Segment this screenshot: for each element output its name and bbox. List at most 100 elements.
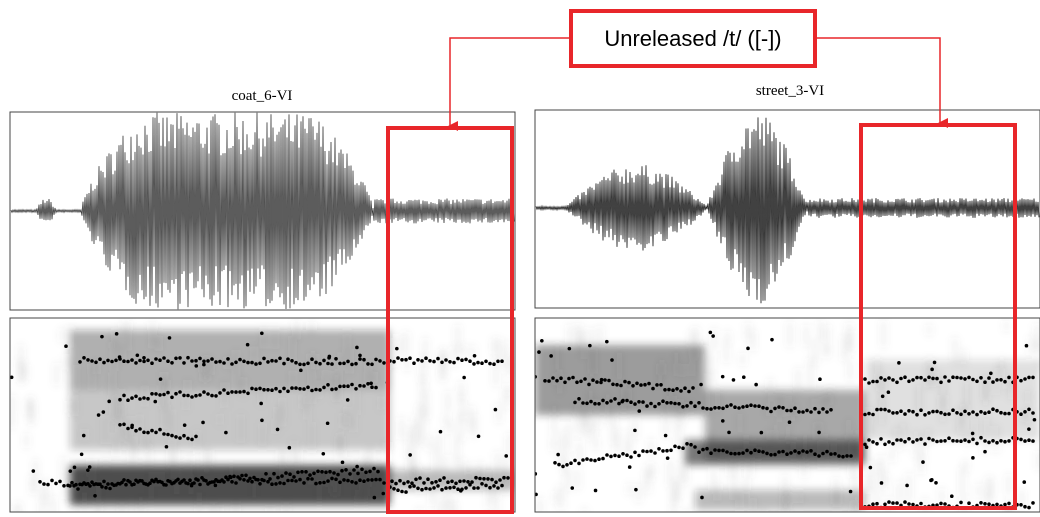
energy-streak bbox=[880, 379, 884, 406]
formant-dot bbox=[404, 357, 408, 362]
formant-dot bbox=[480, 482, 484, 486]
energy-streak bbox=[774, 424, 778, 441]
formant-dot bbox=[754, 382, 758, 387]
formant-dot bbox=[140, 479, 144, 483]
formant-dot bbox=[84, 482, 88, 487]
formant-dot bbox=[298, 387, 302, 391]
formant-dot bbox=[428, 359, 432, 363]
energy-streak bbox=[134, 444, 138, 457]
formant-dot bbox=[1023, 377, 1027, 381]
formant-dot bbox=[414, 477, 418, 482]
formant-dot bbox=[142, 359, 146, 364]
energy-streak bbox=[709, 353, 713, 380]
formant-dot bbox=[302, 387, 306, 391]
formant-dot bbox=[286, 357, 290, 362]
formant-dot bbox=[649, 449, 653, 453]
energy-streak bbox=[649, 438, 653, 455]
energy-streak bbox=[65, 475, 69, 500]
formant-dot bbox=[661, 449, 665, 453]
formant-dot bbox=[995, 502, 999, 507]
formant-dot bbox=[821, 407, 825, 411]
formant-dot bbox=[146, 358, 150, 363]
energy-streak bbox=[761, 507, 765, 512]
energy-streak bbox=[470, 345, 474, 362]
energy-streak bbox=[983, 375, 987, 405]
formant-dot bbox=[713, 406, 717, 410]
formant-dot bbox=[79, 452, 84, 457]
formant-dot bbox=[753, 404, 757, 408]
formant-dot bbox=[991, 407, 995, 412]
formant-dot bbox=[1019, 437, 1023, 442]
spectrogram bbox=[10, 320, 515, 512]
formant-dot bbox=[631, 384, 635, 388]
formant-dot bbox=[595, 380, 599, 384]
formant-dot bbox=[230, 480, 234, 484]
formant-dot bbox=[967, 439, 971, 444]
energy-streak bbox=[897, 481, 901, 504]
energy-streak bbox=[917, 385, 921, 412]
formant-dot bbox=[170, 433, 174, 438]
formant-dot bbox=[535, 472, 538, 476]
formant-dot bbox=[687, 389, 691, 394]
formant-dot bbox=[669, 448, 673, 453]
formant-dot bbox=[70, 480, 74, 485]
energy-streak bbox=[103, 415, 107, 445]
formant-dot bbox=[915, 412, 919, 417]
energy-streak bbox=[825, 325, 829, 353]
formant-dot bbox=[549, 354, 553, 358]
formant-dot bbox=[130, 423, 134, 428]
energy-streak bbox=[928, 358, 932, 388]
formant-dot bbox=[809, 449, 813, 453]
formant-dot bbox=[358, 383, 362, 388]
energy-streak bbox=[18, 359, 22, 383]
formant-dot bbox=[96, 413, 101, 417]
formant-dot bbox=[448, 360, 452, 364]
formant-dot bbox=[699, 382, 703, 387]
formant-dot bbox=[280, 474, 284, 478]
energy-streak bbox=[1020, 489, 1024, 511]
formant-dot bbox=[190, 395, 194, 399]
formant-dot bbox=[999, 439, 1003, 443]
energy-streak bbox=[712, 470, 716, 494]
formant-dot bbox=[170, 395, 174, 400]
formant-dot bbox=[154, 392, 158, 396]
energy-streak bbox=[746, 322, 750, 341]
energy-streak bbox=[418, 403, 422, 414]
formant-dot bbox=[647, 381, 651, 386]
energy-streak bbox=[819, 396, 823, 408]
energy-streak bbox=[559, 485, 563, 509]
formant-dot bbox=[849, 454, 853, 458]
formant-dot bbox=[1007, 411, 1011, 416]
formant-dot bbox=[943, 439, 947, 443]
energy-streak bbox=[890, 448, 894, 463]
energy-streak bbox=[379, 396, 383, 410]
formant-dot bbox=[400, 358, 404, 362]
formant-dot bbox=[887, 409, 891, 413]
formant-dot bbox=[167, 336, 172, 340]
formant-dot bbox=[785, 452, 789, 457]
formant-dot bbox=[156, 479, 160, 484]
formant-dot bbox=[903, 412, 907, 416]
formant-dot bbox=[863, 377, 867, 381]
formant-dot bbox=[484, 359, 488, 364]
energy-streak bbox=[333, 470, 337, 497]
formant-dot bbox=[150, 428, 154, 433]
formant-dot bbox=[346, 359, 350, 364]
energy-streak bbox=[121, 322, 125, 335]
formant-dot bbox=[484, 483, 488, 488]
energy-streak bbox=[218, 414, 222, 425]
formant-dot bbox=[613, 397, 617, 401]
energy-streak bbox=[466, 462, 470, 476]
energy-streak bbox=[273, 329, 277, 349]
energy-streak bbox=[138, 414, 142, 429]
energy-streak bbox=[1035, 323, 1039, 350]
formant-dot bbox=[685, 442, 689, 446]
formant-dot bbox=[304, 470, 308, 474]
formant-dot bbox=[871, 502, 875, 507]
formant-dot bbox=[268, 477, 272, 481]
formant-dot bbox=[500, 359, 504, 364]
formant-dot bbox=[895, 438, 899, 442]
formant-dot bbox=[260, 477, 264, 482]
formant-dot bbox=[963, 438, 967, 442]
energy-streak bbox=[404, 331, 408, 356]
